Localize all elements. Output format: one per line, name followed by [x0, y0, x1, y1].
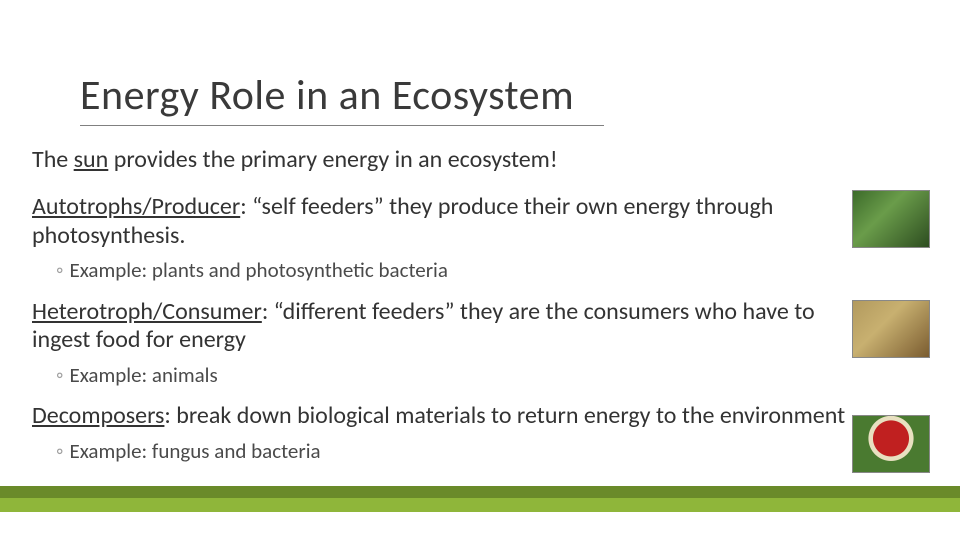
heterotroph-term: Heterotroph/Consumer — [32, 297, 262, 326]
heterotroph-line: Heterotroph/Consumer: “different feeders… — [32, 298, 852, 356]
intro-keyword: sun — [74, 145, 109, 174]
page-title: Energy Role in an Ecosystem — [80, 70, 604, 126]
decomposer-image — [852, 415, 930, 473]
heterotroph-image — [852, 300, 930, 358]
autotroph-image — [852, 190, 930, 248]
autotroph-example: ◦Example: plants and photosynthetic bact… — [56, 258, 852, 283]
decomposer-term: Decomposers — [32, 401, 164, 430]
autotroph-term: Autotrophs/Producer — [32, 192, 240, 221]
intro-line: The sun provides the primary energy in a… — [32, 146, 852, 175]
decomposer-example-text: Example: fungus and bacteria — [69, 438, 320, 464]
decomposer-def: : break down biological materials to ret… — [164, 401, 845, 430]
intro-post: provides the primary energy in an ecosys… — [108, 145, 557, 174]
footer-bar-light — [0, 498, 960, 512]
autotroph-line: Autotrophs/Producer: “self feeders” they… — [32, 193, 852, 251]
footer-accent-bar — [0, 486, 960, 512]
decomposer-line: Decomposers: break down biological mater… — [32, 402, 852, 431]
footer-bar-dark — [0, 486, 960, 498]
autotroph-example-text: Example: plants and photosynthetic bacte… — [69, 257, 447, 283]
bullet-icon: ◦ — [56, 438, 63, 464]
content-body: The sun provides the primary energy in a… — [32, 146, 852, 478]
heterotroph-example: ◦Example: animals — [56, 363, 852, 388]
bullet-icon: ◦ — [56, 257, 63, 283]
heterotroph-example-text: Example: animals — [69, 362, 217, 388]
slide: Energy Role in an Ecosystem The sun prov… — [0, 0, 960, 540]
intro-pre: The — [32, 145, 74, 174]
decomposer-example: ◦Example: fungus and bacteria — [56, 439, 852, 464]
bullet-icon: ◦ — [56, 362, 63, 388]
